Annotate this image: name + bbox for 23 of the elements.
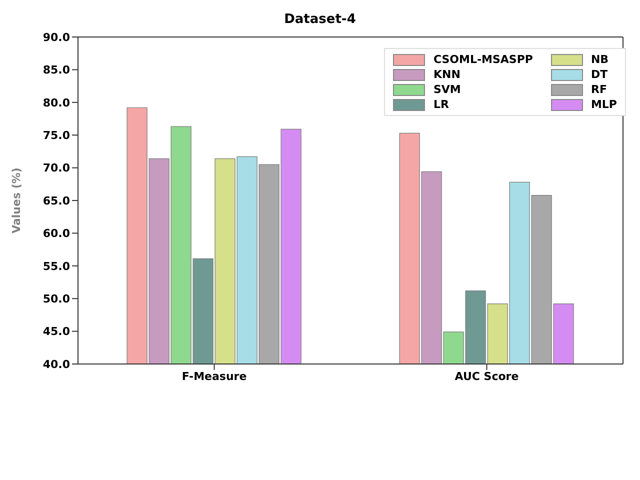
y-tick-label: 85.0 [42, 64, 70, 77]
y-tick-label: 55.0 [42, 260, 70, 273]
y-tick-label: 50.0 [42, 292, 70, 306]
y-tick-label: 80.0 [42, 96, 70, 110]
x-tick-label: AUC Score [454, 370, 519, 383]
y-tick-label: 70.0 [42, 162, 70, 175]
legend-label: NB [590, 53, 609, 66]
legend-label: LR [433, 98, 449, 111]
y-tick-label: 65.0 [42, 194, 70, 208]
legend-label: CSOML-MSASPP [433, 53, 533, 66]
y-axis-title: Values (%) [10, 168, 23, 234]
legend-label: DT [590, 68, 608, 81]
legend-label: MLP [590, 98, 617, 111]
legend-label: KNN [433, 68, 460, 81]
chart-title: Dataset-4 [283, 12, 357, 27]
legend-label: RF [590, 83, 607, 96]
y-tick-label: 60.0 [42, 227, 70, 240]
x-tick-label: F-Measure [182, 370, 247, 383]
y-tick-label: 90.0 [42, 30, 70, 44]
y-tick-label: 45.0 [42, 325, 70, 338]
y-tick-label: 75.0 [42, 129, 70, 142]
y-tick-label: 40.0 [42, 358, 70, 371]
legend-label: SVM [433, 83, 461, 96]
